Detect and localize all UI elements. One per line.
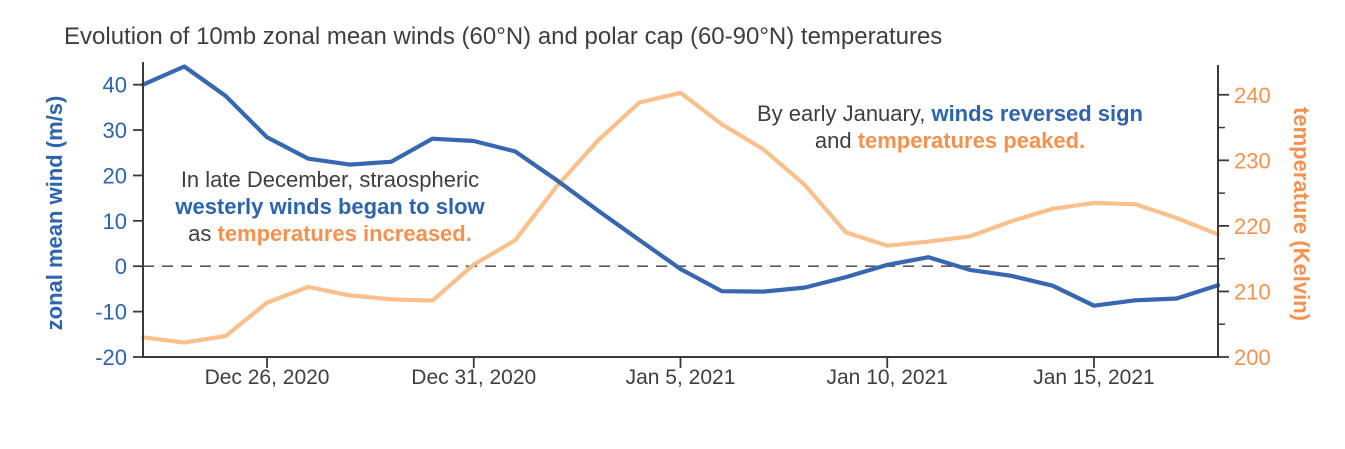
annotation-early-january: By early January, winds reversed sign an…	[705, 100, 1195, 154]
left-tick-label: 40	[103, 73, 127, 98]
annotation-late-december: In late December, straospheric westerly …	[130, 166, 530, 247]
right-tick-label: 230	[1234, 148, 1271, 173]
x-tick-label: Dec 26, 2020	[205, 366, 330, 389]
x-tick-label: Jan 15, 2021	[1033, 366, 1154, 389]
right-tick-label: 240	[1234, 83, 1271, 108]
annotation-temp-highlight: temperatures increased.	[217, 221, 472, 246]
right-tick-label: 220	[1234, 214, 1271, 239]
left-tick-label: -10	[95, 300, 127, 325]
annotation-line-2: westerly winds began to slow	[130, 193, 530, 220]
left-tick-label: 0	[115, 254, 127, 279]
right-tick-label: 210	[1234, 279, 1271, 304]
annotation-text: as	[188, 221, 218, 246]
annotation-line-1: In late December, straospheric	[130, 166, 530, 193]
right-tick-label: 200	[1234, 345, 1271, 370]
annotation-wind-highlight: winds reversed sign	[931, 101, 1143, 126]
annotation-wind-highlight: westerly winds began to slow	[175, 194, 485, 219]
temperature-line	[140, 90, 1221, 345]
annotation-text: and	[814, 128, 858, 153]
annotation-line-1: By early January, winds reversed sign	[705, 100, 1195, 127]
annotation-line-2: and temperatures peaked.	[705, 127, 1195, 154]
left-tick-label: 10	[103, 209, 127, 234]
x-tick-label: Jan 10, 2021	[827, 366, 948, 389]
annotation-text: In late December, straospheric	[180, 167, 480, 192]
left-axis-title: zonal mean wind (m/s)	[42, 96, 67, 331]
x-tick-label: Dec 31, 2020	[411, 366, 536, 389]
annotation-line-3: as temperatures increased.	[130, 220, 530, 247]
wind-line	[140, 64, 1221, 308]
left-tick-label: 30	[103, 118, 127, 143]
left-tick-label: -20	[95, 345, 127, 370]
chart-title: Evolution of 10mb zonal mean winds (60°N…	[64, 23, 943, 50]
annotation-text: By early January,	[757, 101, 932, 126]
right-axis-title: temperature (Kelvin)	[1289, 107, 1314, 321]
left-tick-label: 20	[103, 163, 127, 188]
annotation-temp-highlight: temperatures peaked.	[857, 128, 1086, 153]
x-tick-label: Jan 5, 2021	[626, 366, 736, 389]
